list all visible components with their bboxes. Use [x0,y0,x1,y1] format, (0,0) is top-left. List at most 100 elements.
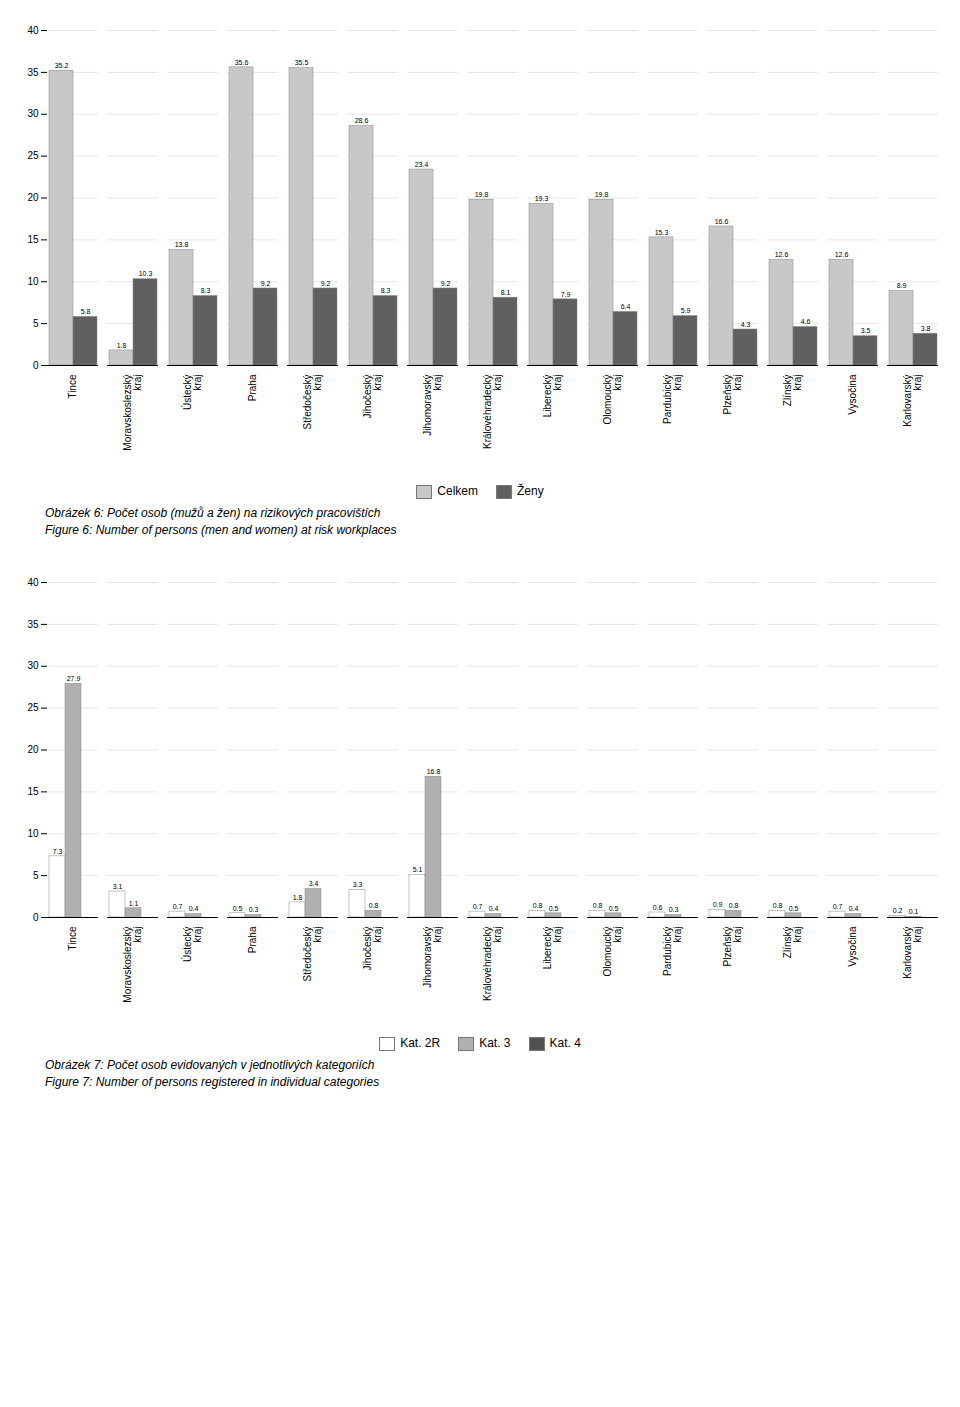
svg-text:1.1: 1.1 [129,900,139,907]
svg-text:0.5: 0.5 [233,905,243,912]
svg-text:3.4: 3.4 [309,881,319,888]
svg-text:0.7: 0.7 [173,903,183,910]
svg-text:27.9: 27.9 [67,675,81,682]
svg-text:10: 10 [27,828,39,839]
svg-text:5.9: 5.9 [681,307,691,314]
svg-text:Plzeňskýkraj: Plzeňskýkraj [722,927,743,967]
svg-text:0: 0 [33,360,39,371]
svg-text:Praha: Praha [247,374,258,401]
svg-text:0.6: 0.6 [653,904,663,911]
svg-text:5.8: 5.8 [81,308,91,315]
svg-text:10: 10 [27,276,39,287]
svg-text:0.3: 0.3 [669,907,679,914]
svg-text:0.8: 0.8 [773,902,783,909]
svg-text:10.3: 10.3 [139,270,153,277]
svg-text:0.5: 0.5 [789,905,799,912]
svg-text:19.8: 19.8 [475,191,489,198]
svg-text:Olomouckýkraj: Olomouckýkraj [602,927,623,977]
svg-text:3.8: 3.8 [921,325,931,332]
svg-text:3.1: 3.1 [113,883,123,890]
svg-text:Vysočina: Vysočina [847,374,858,415]
svg-text:20: 20 [27,745,39,756]
svg-text:0.7: 0.7 [473,903,483,910]
svg-text:7.9: 7.9 [561,291,571,298]
svg-text:0.4: 0.4 [489,906,499,913]
svg-text:Pardubickýkraj: Pardubickýkraj [662,375,683,424]
svg-text:Jihomoravskýkraj: Jihomoravskýkraj [422,927,443,988]
svg-text:16.6: 16.6 [715,218,729,225]
svg-text:Středočeskýkraj: Středočeskýkraj [302,927,323,982]
svg-text:Královéhradeckýkraj: Královéhradeckýkraj [482,375,503,449]
svg-text:8.1: 8.1 [501,289,511,296]
svg-text:16.8: 16.8 [427,768,441,775]
svg-text:9.2: 9.2 [441,280,451,287]
svg-text:Karlovarskýkraj: Karlovarskýkraj [902,927,923,979]
svg-text:0.4: 0.4 [849,906,859,913]
svg-text:Vysočina: Vysočina [847,926,858,967]
svg-text:15.3: 15.3 [655,229,669,236]
svg-text:Jihomoravskýkraj: Jihomoravskýkraj [422,375,443,436]
svg-text:19.3: 19.3 [535,195,549,202]
svg-text:9.2: 9.2 [261,280,271,287]
svg-text:Královéhradeckýkraj: Královéhradeckýkraj [482,927,503,1001]
svg-text:28.6: 28.6 [355,117,369,124]
svg-text:23.4: 23.4 [415,161,429,168]
svg-text:15: 15 [27,786,39,797]
svg-text:Moravskoslezskýkraj: Moravskoslezskýkraj [122,927,143,1003]
svg-text:Jihočeskýkraj: Jihočeskýkraj [362,375,383,419]
svg-text:0.8: 0.8 [369,902,379,909]
svg-text:3.5: 3.5 [861,327,871,334]
svg-text:0.5: 0.5 [549,905,559,912]
svg-text:Praha: Praha [247,926,258,953]
svg-text:0.8: 0.8 [729,902,739,909]
svg-text:Středočeskýkraj: Středočeskýkraj [302,375,323,430]
svg-text:30: 30 [27,108,39,119]
svg-text:8.3: 8.3 [381,287,391,294]
svg-text:25: 25 [27,703,39,714]
svg-text:7.3: 7.3 [53,848,63,855]
svg-text:0.2: 0.2 [893,907,903,914]
svg-text:12.6: 12.6 [835,251,849,258]
svg-text:Tince: Tince [67,926,78,951]
svg-text:0.3: 0.3 [249,907,259,914]
svg-text:1.8: 1.8 [293,894,303,901]
svg-text:Zlínskýkraj: Zlínskýkraj [782,375,803,407]
svg-text:6.4: 6.4 [621,303,631,310]
svg-text:Jihočeskýkraj: Jihočeskýkraj [362,927,383,971]
svg-text:Ústeckýkraj: Ústeckýkraj [181,375,203,411]
svg-text:Olomouckýkraj: Olomouckýkraj [602,375,623,425]
svg-text:35.6: 35.6 [235,59,249,66]
svg-text:8.9: 8.9 [897,282,907,289]
svg-text:5: 5 [33,318,39,329]
svg-text:5.1: 5.1 [413,866,423,873]
svg-text:5: 5 [33,870,39,881]
svg-text:9.2: 9.2 [321,280,331,287]
svg-text:4.6: 4.6 [801,318,811,325]
svg-text:Libereckýkraj: Libereckýkraj [542,927,563,970]
svg-text:0.8: 0.8 [533,902,543,909]
svg-text:13.8: 13.8 [175,241,189,248]
svg-text:35.5: 35.5 [295,59,309,66]
svg-text:Pardubickýkraj: Pardubickýkraj [662,927,683,976]
svg-text:Plzeňskýkraj: Plzeňskýkraj [722,375,743,415]
svg-text:35: 35 [27,67,39,78]
svg-text:0: 0 [33,912,39,923]
svg-text:0.8: 0.8 [593,902,603,909]
svg-text:0.7: 0.7 [833,903,843,910]
svg-text:1.8: 1.8 [117,342,127,349]
svg-text:Karlovarskýkraj: Karlovarskýkraj [902,375,923,427]
svg-text:0.4: 0.4 [189,906,199,913]
svg-text:Moravskoslezskýkraj: Moravskoslezskýkraj [122,375,143,451]
svg-text:0.1: 0.1 [909,908,919,915]
svg-text:Libereckýkraj: Libereckýkraj [542,375,563,418]
svg-text:4.3: 4.3 [741,321,751,328]
svg-text:15: 15 [27,234,39,245]
svg-text:0.5: 0.5 [609,905,619,912]
svg-text:19.8: 19.8 [595,191,609,198]
svg-text:35: 35 [27,619,39,630]
svg-text:8.3: 8.3 [201,287,211,294]
svg-text:40: 40 [27,577,39,588]
svg-text:20: 20 [27,192,39,203]
svg-text:35.2: 35.2 [55,62,69,69]
svg-text:3.3: 3.3 [353,882,363,889]
